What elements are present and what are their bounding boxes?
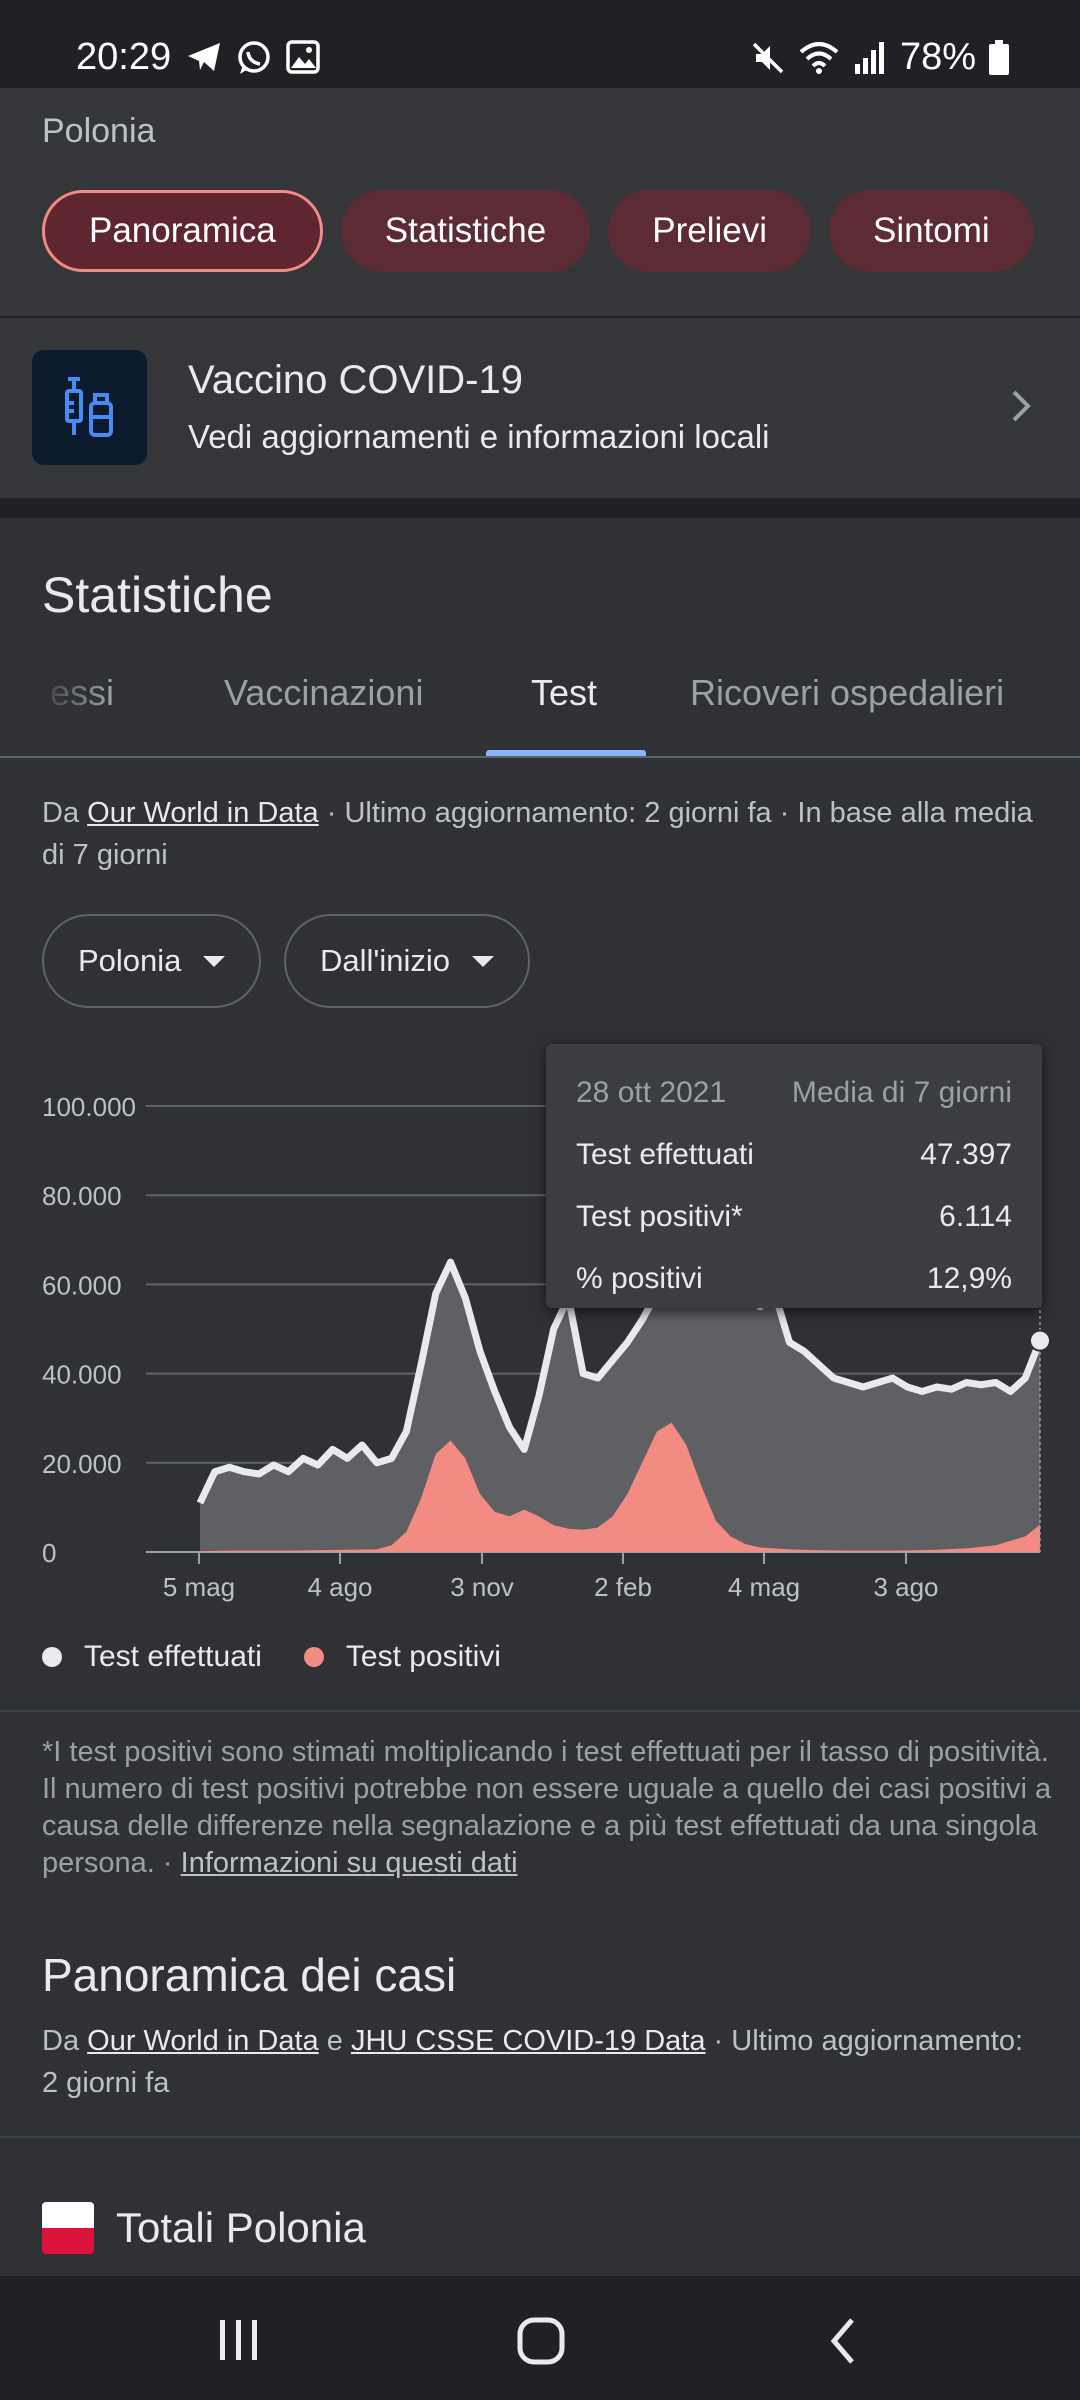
legend-label-tests: Test effettuati — [84, 1640, 262, 1673]
tooltip-date: 28 ott 2021 — [576, 1076, 727, 1109]
caret-down-icon — [203, 955, 226, 967]
gallery-icon — [286, 40, 320, 74]
totals-label: Totali Polonia — [116, 2204, 366, 2251]
mute-icon — [752, 42, 784, 73]
status-bar: 20:29 78% — [0, 0, 1080, 88]
legend-label-positive: Test positivi — [345, 1640, 501, 1673]
chevron-right-icon — [1012, 390, 1031, 422]
stats-title: Statistiche — [42, 567, 273, 623]
recents-icon[interactable] — [216, 2318, 262, 2362]
tooltip-label-positive: Test positivi* — [576, 1200, 743, 1233]
location-header: Polonia Panoramica Statistiche Prelievi … — [0, 88, 1080, 318]
y-tick-label: 60.000 — [42, 1270, 122, 1300]
telegram-icon — [188, 43, 220, 71]
vaccine-icon — [64, 376, 113, 437]
vaccine-card[interactable]: Vaccino COVID-19 Vedi aggiornamenti e in… — [0, 318, 1080, 498]
tooltip-label-percent: % positivi — [576, 1262, 703, 1295]
tests-area — [200, 1217, 1040, 1552]
tab-test[interactable]: Test — [531, 672, 598, 713]
battery-icon — [989, 39, 1009, 75]
divider — [0, 2136, 1080, 2138]
owid-link[interactable]: Our World in Data — [87, 797, 319, 829]
x-tick-label: 3 nov — [450, 1572, 514, 1602]
caret-down-icon — [471, 955, 494, 967]
back-icon[interactable] — [826, 2316, 860, 2366]
cases-source: Da Our World in Data e JHU CSSE COVID-19… — [42, 2025, 1024, 2099]
totals-header[interactable]: Totali Polonia — [42, 2202, 366, 2254]
hover-point — [1029, 1329, 1051, 1352]
data-info-link[interactable]: Informazioni su questi dati — [180, 1847, 518, 1879]
chip-row: Panoramica Statistiche Prelievi Sintomi — [42, 190, 1034, 272]
tooltip-value-positive: 6.114 — [939, 1200, 1012, 1233]
cases-title: Panoramica dei casi — [42, 1949, 457, 2001]
signal-icon — [854, 41, 884, 74]
chart-legend: Test effettuati Test positivi — [42, 1640, 501, 1674]
section-separator — [0, 498, 1080, 518]
legend-dot-positive — [303, 1647, 324, 1667]
tab-vaccinazioni[interactable]: Vaccinazioni — [224, 672, 424, 713]
legend-dot-tests — [42, 1647, 62, 1667]
country-dropdown[interactable]: Polonia — [42, 914, 262, 1008]
range-dropdown-label: Dall'inizio — [320, 943, 450, 978]
vaccine-icon-box — [32, 350, 147, 465]
y-tick-label: 80.000 — [42, 1181, 122, 1211]
y-tick-label: 40.000 — [42, 1360, 122, 1390]
location-label: Polonia — [42, 112, 156, 150]
home-icon[interactable] — [516, 2316, 566, 2366]
owid-link-2[interactable]: Our World in Data — [87, 2025, 319, 2057]
battery-percent: 78% — [899, 36, 976, 78]
footnote: *I test positivi sono stimati moltiplica… — [42, 1736, 1052, 1879]
chip-prelievi[interactable]: Prelievi — [608, 190, 811, 272]
x-tick-label: 5 mag — [163, 1572, 235, 1602]
tooltip-value-tests: 47.397 — [920, 1138, 1012, 1171]
nav-bar — [0, 2276, 1080, 2400]
poland-flag-icon — [42, 2202, 94, 2254]
range-dropdown[interactable]: Dall'inizio — [284, 914, 530, 1008]
stats-source: Da Our World in Data · Ultimo aggiorname… — [42, 797, 1033, 871]
x-tick-label: 4 mag — [728, 1572, 800, 1602]
chart-tooltip: 28 ott 2021 Media di 7 giorni Test effet… — [546, 1044, 1042, 1308]
tooltip-value-percent: 12,9% — [926, 1262, 1012, 1295]
jhu-link[interactable]: JHU CSSE COVID-19 Data — [350, 2025, 706, 2057]
y-tick-label: 0 — [42, 1538, 56, 1568]
x-tick-label: 2 feb — [594, 1572, 652, 1602]
country-dropdown-label: Polonia — [78, 943, 182, 978]
tooltip-header-right: Media di 7 giorni — [791, 1076, 1012, 1109]
tab-ricoveri[interactable]: Ricoveri ospedalieri — [690, 672, 1005, 713]
status-time: 20:29 — [76, 36, 172, 78]
vaccine-subtitle: Vedi aggiornamenti e informazioni locali — [188, 418, 770, 455]
stats-tabs: essi Vaccinazioni Test Ricoveri ospedali… — [0, 652, 1080, 758]
tab-indicator — [486, 750, 646, 756]
x-tick-label: 4 ago — [307, 1572, 372, 1602]
divider — [0, 1710, 1080, 1712]
tab-fade — [0, 652, 110, 752]
positive-area — [200, 1422, 1040, 1552]
wifi-icon — [799, 41, 839, 74]
chip-statistiche[interactable]: Statistiche — [340, 190, 591, 272]
y-tick-label: 100.000 — [42, 1092, 136, 1122]
tests-line — [196, 1214, 1044, 1505]
chip-panoramica[interactable]: Panoramica — [42, 190, 323, 272]
chip-sintomi[interactable]: Sintomi — [829, 190, 1034, 272]
tooltip-label-tests: Test effettuati — [576, 1138, 754, 1171]
whatsapp-icon — [238, 41, 270, 74]
x-tick-label: 3 ago — [873, 1572, 938, 1602]
vaccine-title: Vaccino COVID-19 — [188, 358, 523, 402]
y-tick-label: 20.000 — [42, 1449, 122, 1479]
